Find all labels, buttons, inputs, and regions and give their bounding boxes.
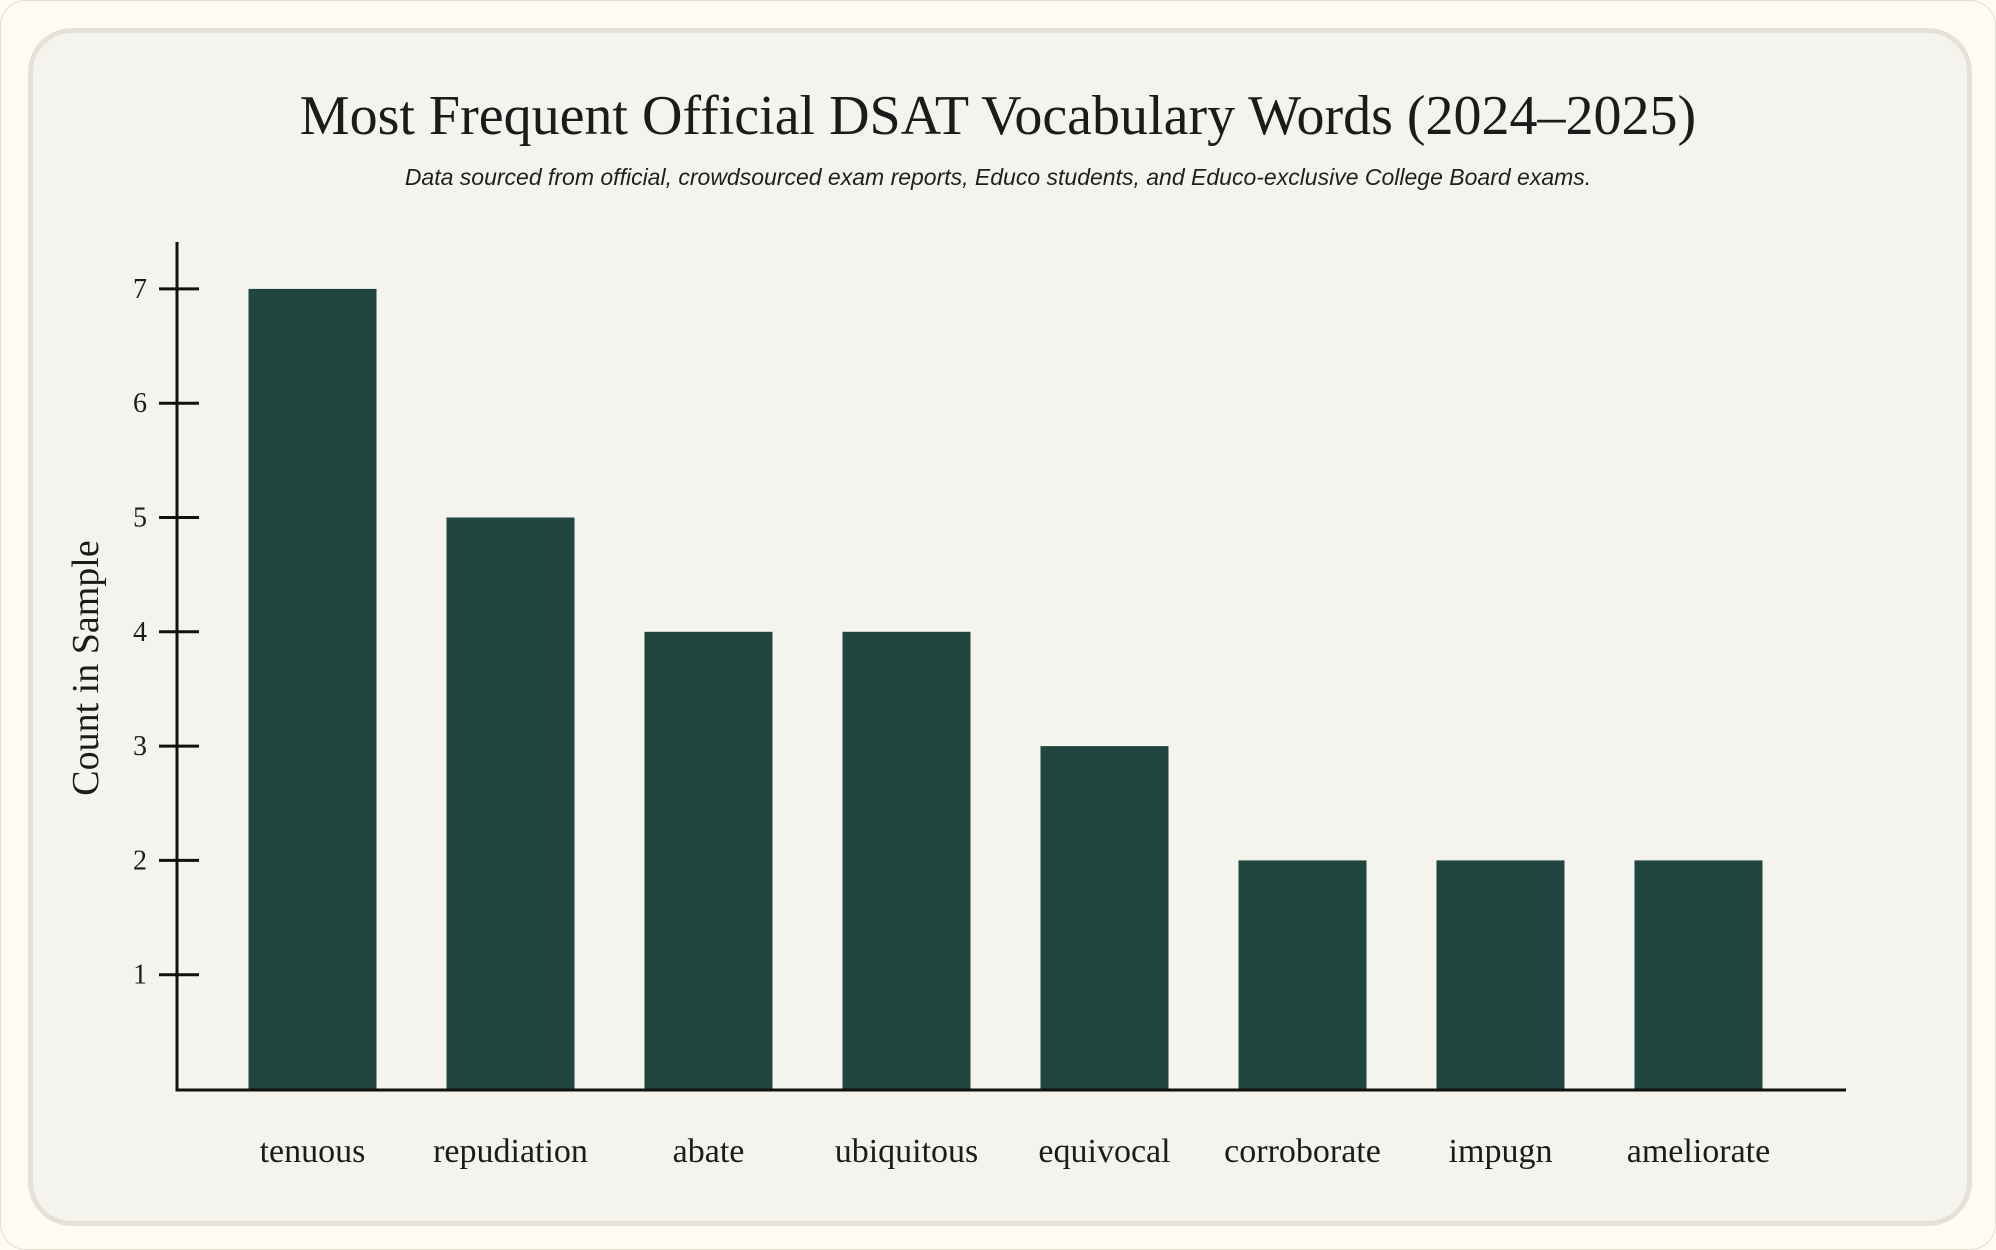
x-tick-label-ubiquitous: ubiquitous <box>835 1133 979 1170</box>
x-tick-label-equivocal: equivocal <box>1038 1133 1170 1170</box>
bar-corroborate <box>1238 860 1367 1090</box>
y-tick-label-3: 3 <box>133 731 147 762</box>
x-tick-label-repudiation: repudiation <box>433 1133 588 1170</box>
chart-subtitle: Data sourced from official, crowdsourced… <box>404 164 1592 190</box>
bar-ubiquitous <box>842 631 971 1090</box>
y-ticks-group: 1 2 3 4 5 6 7 <box>133 274 199 991</box>
y-tick-label-7: 7 <box>133 274 147 305</box>
bar-ameliorate <box>1634 860 1763 1090</box>
x-labels-group: tenuous repudiation abate ubiquitous equivoc… <box>260 1133 1771 1170</box>
bar-tenuous <box>248 288 377 1090</box>
chart-title: Most Frequent Official DSAT Vocabulary W… <box>299 85 1697 147</box>
y-tick-label-6: 6 <box>133 388 147 419</box>
bar-impugn <box>1436 860 1565 1090</box>
x-tick-label-tenuous: tenuous <box>260 1133 366 1170</box>
x-tick-label-ameliorate: ameliorate <box>1627 1133 1770 1170</box>
x-tick-label-abate: abate <box>673 1133 745 1170</box>
x-tick-label-impugn: impugn <box>1449 1133 1553 1170</box>
y-tick-label-1: 1 <box>133 960 147 991</box>
y-tick-label-5: 5 <box>133 503 147 534</box>
y-tick-label-4: 4 <box>133 617 147 648</box>
bar-abate <box>644 631 773 1090</box>
y-tick-label-2: 2 <box>133 845 147 876</box>
y-axis-label: Count in Sample <box>65 540 107 795</box>
bars-group <box>248 288 1763 1090</box>
bar-repudiation <box>446 517 575 1090</box>
bar-equivocal <box>1040 746 1169 1090</box>
x-tick-label-corroborate: corroborate <box>1224 1133 1381 1170</box>
